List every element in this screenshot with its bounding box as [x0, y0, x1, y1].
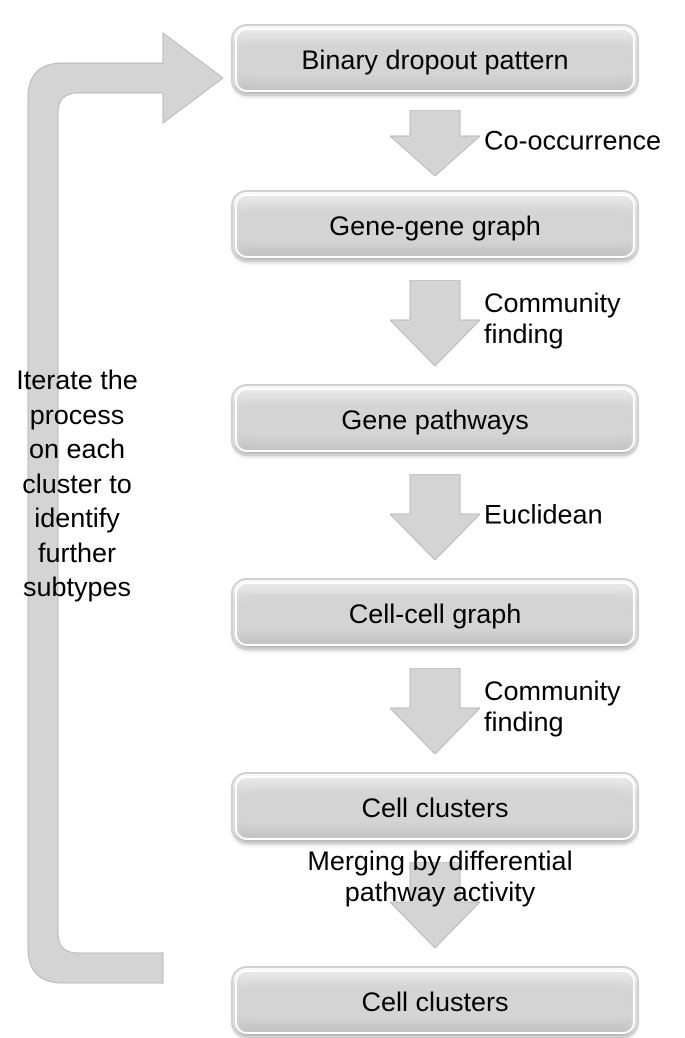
chevron-down-icon	[390, 668, 480, 754]
feedback-loop: Iterate the process on each cluster to i…	[8, 28, 208, 988]
flowchart-column: Binary dropout pattern Co-occurrence Gen…	[210, 28, 660, 1034]
arrow-1: Co-occurrence	[390, 110, 480, 176]
node-binary-dropout: Binary dropout pattern	[235, 28, 635, 92]
edge-label: Communityfinding	[484, 288, 674, 350]
edge-label: Communityfinding	[484, 676, 674, 738]
edge-label: Euclidean	[484, 500, 603, 531]
node-label: Gene-gene graph	[329, 211, 541, 242]
edge-label: Co-occurrence	[484, 126, 661, 157]
node-gene-pathways: Gene pathways	[235, 388, 635, 452]
chevron-down-icon	[390, 280, 480, 366]
arrow-2: Communityfinding	[390, 280, 480, 366]
node-label: Cell-cell graph	[349, 599, 522, 630]
node-cell-clusters-1: Cell clusters	[235, 776, 635, 840]
node-cell-cell-graph: Cell-cell graph	[235, 582, 635, 646]
arrow-4: Communityfinding	[390, 668, 480, 754]
node-label: Binary dropout pattern	[301, 45, 568, 76]
node-label: Gene pathways	[341, 405, 529, 436]
arrow-3: Euclidean	[390, 474, 480, 560]
feedback-label: Iterate the process on each cluster to i…	[12, 363, 142, 605]
node-cell-clusters-2: Cell clusters	[235, 970, 635, 1034]
node-label: Cell clusters	[361, 793, 508, 824]
chevron-down-icon	[390, 474, 480, 560]
chevron-down-icon	[390, 110, 480, 176]
node-gene-gene-graph: Gene-gene graph	[235, 194, 635, 258]
arrow-5: Merging by differential pathway activity	[390, 862, 480, 948]
edge-label: Merging by differential pathway activity	[290, 846, 590, 908]
